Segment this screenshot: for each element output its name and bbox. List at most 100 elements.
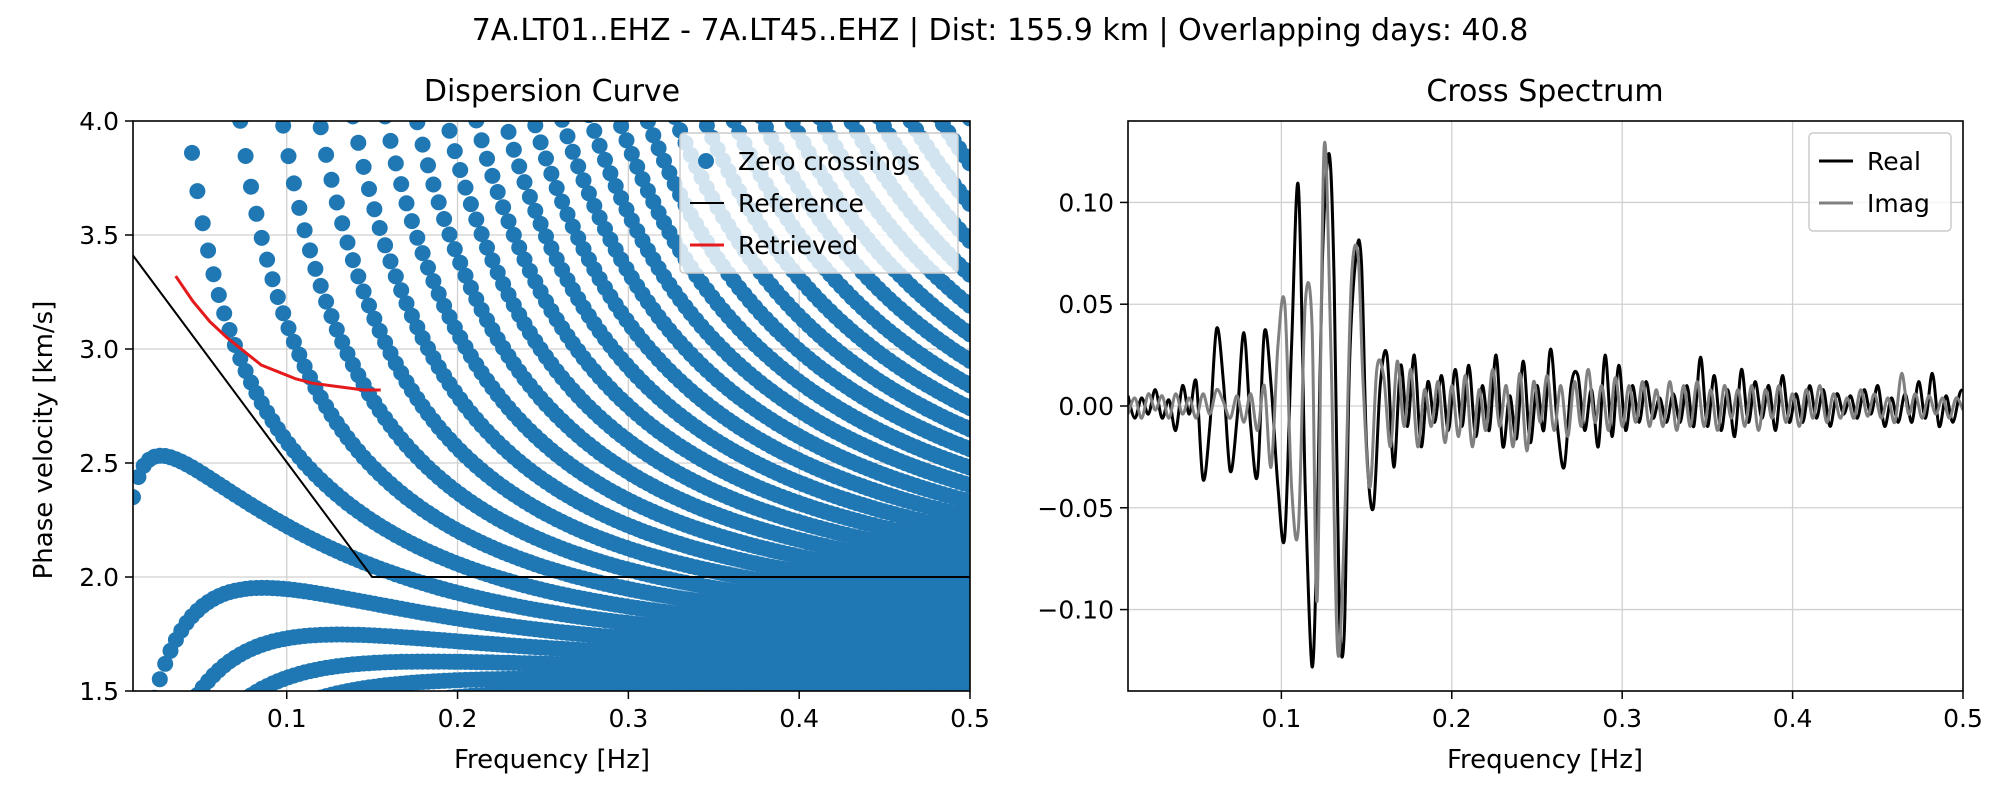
zero-crossing-point xyxy=(441,226,458,243)
zero-crossing-point xyxy=(409,121,426,131)
zero-crossing-point xyxy=(532,134,549,151)
cross-spectrum-ytick-label: 0.05 xyxy=(1058,290,1114,319)
dispersion-legend-box xyxy=(679,132,959,274)
zero-crossing-point xyxy=(961,352,970,369)
cross-spectrum-legend-label: Imag xyxy=(1867,189,1930,218)
zero-crossing-point xyxy=(318,293,335,310)
zero-crossing-point xyxy=(280,148,297,165)
zero-crossing-point xyxy=(597,151,613,168)
zero-crossing-point xyxy=(564,143,581,160)
dispersion-xtick-label: 0.1 xyxy=(267,704,307,733)
dispersion-legend-label: Zero crossings xyxy=(738,147,920,176)
imag-series-line xyxy=(1128,140,1963,658)
zero-crossing-point xyxy=(133,489,141,506)
cross-spectrum-xtick-label: 0.3 xyxy=(1602,704,1642,733)
zero-crossing-point xyxy=(961,523,970,540)
zero-crossing-point xyxy=(189,183,206,200)
zero-crossing-point xyxy=(237,148,254,164)
zero-crossing-point xyxy=(468,121,485,129)
cross-spectrum-marks xyxy=(1128,140,1963,669)
dispersion-xtick-label: 0.4 xyxy=(779,704,819,733)
zero-crossing-point xyxy=(205,266,222,283)
dispersion-ytick-label: 3.0 xyxy=(79,335,119,364)
cross-spectrum-xtick-label: 0.5 xyxy=(1943,704,1983,733)
zero-crossing-point xyxy=(361,297,377,314)
zero-crossing-point xyxy=(680,689,691,691)
zero-crossing-point xyxy=(961,297,970,314)
zero-crossing-point xyxy=(962,121,970,127)
dispersion-curve-title: Dispersion Curve xyxy=(424,74,680,109)
zero-crossing-point xyxy=(961,537,970,554)
zero-crossing-point xyxy=(961,477,970,494)
zero-crossing-point xyxy=(150,689,159,691)
zero-crossing-point xyxy=(675,689,685,691)
zero-crossing-point xyxy=(387,268,404,285)
zero-crossing-point xyxy=(387,155,404,172)
zero-crossing-point xyxy=(554,121,571,128)
zero-crossing-point xyxy=(591,137,608,154)
zero-crossing-point xyxy=(479,150,495,167)
zero-crossing-point xyxy=(961,155,970,172)
zero-crossing-point xyxy=(200,242,217,259)
zero-crossing-point xyxy=(527,202,544,219)
zero-crossing-point xyxy=(184,144,200,161)
zero-crossing-point xyxy=(323,308,340,325)
dispersion-xtick-label: 0.5 xyxy=(950,704,990,733)
zero-crossing-point xyxy=(559,128,576,145)
zero-crossing-point xyxy=(377,237,394,254)
zero-crossing-point xyxy=(656,152,672,169)
zero-crossing-point xyxy=(157,655,174,672)
zero-crossing-point xyxy=(414,136,431,153)
cross-spectrum-panel: Cross Spectrum 0.1 0.2 0.3 0.4 0.5 −0.10 −0.05… xyxy=(1037,74,1983,775)
zero-crossing-point xyxy=(468,211,485,228)
zero-crossing-point xyxy=(366,310,383,327)
zero-crossing-point xyxy=(629,158,646,175)
dispersion-ytick-label: 1.5 xyxy=(79,677,119,706)
zero-crossing-point xyxy=(312,277,329,294)
zero-crossing-point xyxy=(243,178,259,195)
zero-crossing-point xyxy=(216,305,233,322)
figure-suptitle: 7A.LT01..EHZ - 7A.LT45..EHZ | Dist: 155.… xyxy=(472,13,1529,48)
zero-crossing-point xyxy=(516,174,533,191)
zero-crossings-series xyxy=(133,121,970,691)
zero-crossing-point xyxy=(548,180,565,196)
cross-spectrum-xtick-label: 0.1 xyxy=(1261,704,1301,733)
zero-crossing-point xyxy=(462,196,479,213)
dispersion-ytick-label: 2.5 xyxy=(79,449,119,478)
zero-crossing-point xyxy=(291,199,308,216)
zero-crossing-point xyxy=(302,242,318,259)
zero-crossing-point xyxy=(452,254,469,271)
zero-crossing-point xyxy=(436,211,453,227)
zero-crossing-point xyxy=(879,689,889,691)
zero-crossing-point xyxy=(961,441,970,458)
zero-crossing-point xyxy=(500,213,517,230)
zero-crossing-point xyxy=(318,146,335,163)
dispersion-ytick-label: 2.0 xyxy=(79,563,119,592)
zero-crossing-point xyxy=(393,176,410,193)
cross-spectrum-ytick-label: 0.00 xyxy=(1058,392,1114,421)
zero-crossing-point xyxy=(473,226,490,242)
zero-crossing-point xyxy=(350,134,367,151)
zero-crossing-point xyxy=(613,121,630,134)
zero-crossing-point xyxy=(296,222,313,239)
zero-crossing-point xyxy=(479,239,495,256)
zero-crossing-point xyxy=(307,260,324,277)
zero-crossing-point xyxy=(323,171,340,188)
zero-crossing-point xyxy=(538,150,554,167)
zero-crossing-point xyxy=(607,178,624,194)
zero-crossing-point xyxy=(350,268,367,285)
zero-crossing-point xyxy=(285,333,302,350)
zero-crossing-point xyxy=(532,215,549,232)
zero-crossing-point xyxy=(511,239,528,256)
zero-crossing-point xyxy=(420,157,436,174)
zero-crossing-point xyxy=(210,287,227,303)
zero-crossing-point xyxy=(269,289,286,305)
zero-crossing-point xyxy=(961,266,970,283)
zero-crossing-point xyxy=(403,213,420,230)
zero-crossing-point xyxy=(275,121,292,134)
zero-crossing-point xyxy=(253,229,270,246)
cross-spectrum-axes: 0.1 0.2 0.3 0.4 0.5 −0.10 −0.05 0.00 0.05 0.10 xyxy=(1037,120,1983,733)
cross-spectrum-ytick-label: −0.10 xyxy=(1037,596,1114,625)
zero-crossing-point xyxy=(961,421,970,438)
zero-crossing-point xyxy=(259,251,276,268)
